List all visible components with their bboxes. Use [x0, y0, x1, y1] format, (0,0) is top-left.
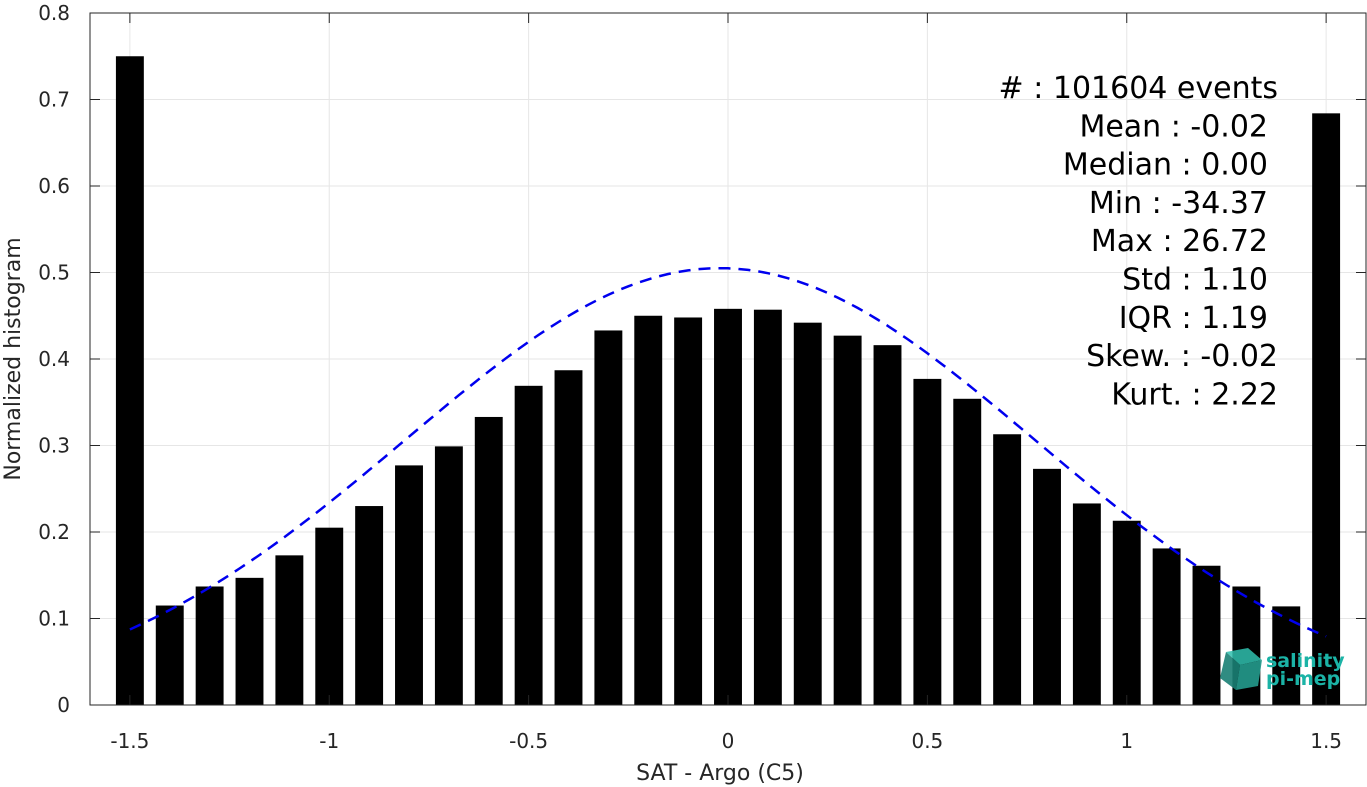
- bar-17: [793, 322, 822, 705]
- bar-21: [953, 398, 982, 705]
- bar-30: [1312, 113, 1341, 706]
- bar-4: [275, 555, 304, 705]
- bar-10: [514, 385, 543, 705]
- stat-line-2: Median : 0.00: [1063, 148, 1268, 183]
- bar-3: [235, 577, 264, 705]
- bars: [115, 56, 1341, 706]
- bar-0: [115, 56, 144, 705]
- bar-25: [1112, 520, 1141, 705]
- logo-text-line1: salinity: [1266, 650, 1345, 672]
- bar-12: [594, 330, 623, 705]
- x-tick-labels: -1.5 -1 -0.5 0 0.5 1 1.5: [110, 729, 1342, 753]
- logo-text-line2: pi-mep: [1266, 668, 1340, 690]
- axis-ticks: [90, 12, 1366, 706]
- y-tick-label-7: 0.7: [38, 88, 70, 112]
- bar-18: [833, 335, 862, 705]
- bar-22: [993, 434, 1022, 705]
- bar-19: [873, 345, 902, 705]
- stat-line-8: Kurt. : 2.22: [1111, 377, 1278, 412]
- x-tick-label-3: 0: [722, 729, 735, 753]
- bar-6: [355, 506, 384, 705]
- x-tick-label-6: 1.5: [1310, 729, 1342, 753]
- x-tick-label-4: 0.5: [911, 729, 943, 753]
- bar-8: [434, 446, 463, 705]
- cube-icon: [1220, 648, 1262, 690]
- y-tick-label-6: 0.6: [38, 174, 70, 198]
- y-axis-title: Normalized histogram: [1, 237, 26, 480]
- bar-1: [155, 605, 184, 705]
- bar-26: [1152, 548, 1181, 705]
- salinity-pi-mep-logo: salinity pi-mep: [1220, 648, 1345, 690]
- x-tick-label-2: -0.5: [509, 729, 548, 753]
- gaussian-fit-curve: [129, 266, 1327, 638]
- y-tick-label-8: 0.8: [38, 1, 70, 25]
- bar-24: [1072, 503, 1101, 705]
- y-tick-label-4: 0.4: [38, 347, 70, 371]
- bar-2: [195, 586, 224, 705]
- y-tick-label-5: 0.5: [38, 261, 70, 285]
- stat-line-1: Mean : -0.02: [1079, 109, 1268, 144]
- x-axis-title: SAT - Argo (C5): [636, 761, 804, 786]
- x-tick-label-5: 1: [1120, 729, 1133, 753]
- y-tick-label-1: 0.1: [38, 607, 70, 631]
- y-tick-label-0: 0: [57, 693, 70, 717]
- stat-line-3: Min : -34.37: [1089, 186, 1268, 221]
- stat-line-4: Max : 26.72: [1091, 224, 1268, 259]
- bar-15: [714, 308, 742, 705]
- x-tick-label-0: -1.5: [110, 729, 149, 753]
- bar-7: [395, 465, 423, 705]
- bar-20: [913, 378, 942, 705]
- x-tick-label-1: -1: [319, 729, 339, 753]
- stat-line-6: IQR : 1.19: [1119, 301, 1268, 336]
- bar-14: [674, 317, 703, 705]
- stat-line-0: # : 101604 events: [999, 71, 1278, 106]
- y-tick-label-2: 0.2: [38, 520, 70, 544]
- y-tick-labels: 0 0.1 0.2 0.3 0.4 0.5 0.6 0.7 0.8: [38, 1, 70, 717]
- bar-23: [1033, 468, 1061, 705]
- y-tick-label-3: 0.3: [38, 434, 70, 458]
- stat-line-7: Skew. : -0.02: [1086, 339, 1278, 374]
- bar-27: [1192, 565, 1221, 705]
- bar-5: [315, 527, 344, 705]
- bar-11: [554, 370, 583, 705]
- bar-13: [634, 315, 663, 705]
- bar-9: [474, 416, 503, 705]
- bar-16: [753, 309, 782, 705]
- stat-line-5: Std : 1.10: [1122, 263, 1268, 298]
